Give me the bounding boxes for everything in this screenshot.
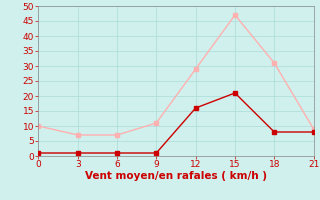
X-axis label: Vent moyen/en rafales ( km/h ): Vent moyen/en rafales ( km/h ) <box>85 171 267 181</box>
